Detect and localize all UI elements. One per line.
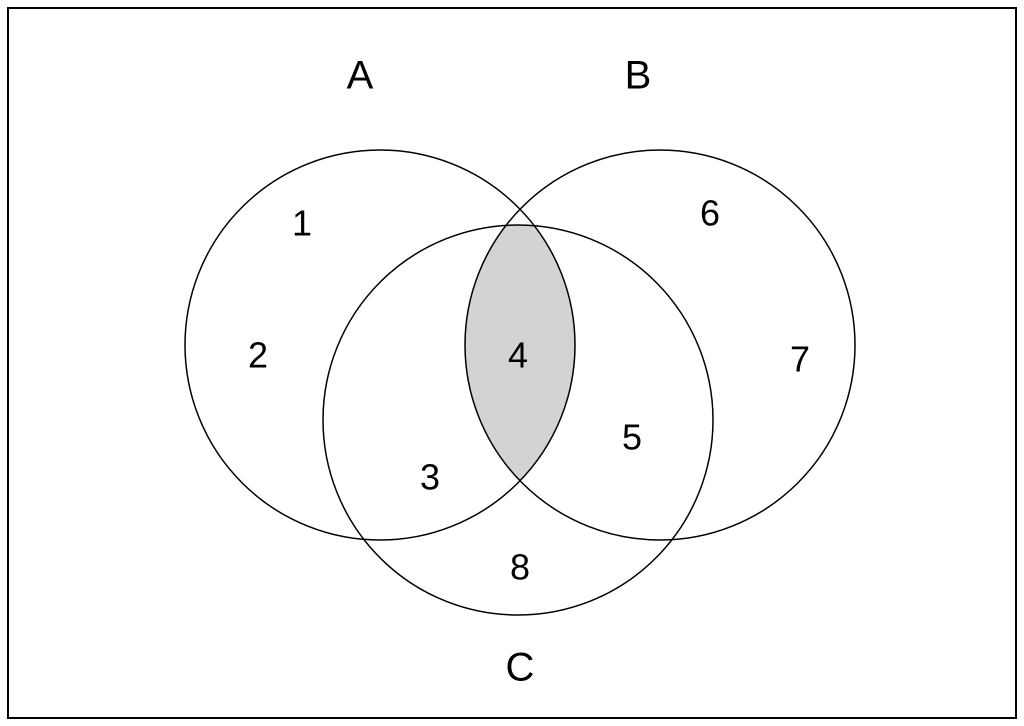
region-8: 8 xyxy=(510,547,530,588)
region-7: 7 xyxy=(790,339,810,380)
set-label-c: C xyxy=(506,646,535,690)
set-label-a: A xyxy=(347,54,374,98)
region-2: 2 xyxy=(248,335,268,376)
region-6: 6 xyxy=(700,193,720,234)
region-4: 4 xyxy=(508,335,528,376)
region-3: 3 xyxy=(420,457,440,498)
region-1: 1 xyxy=(292,203,312,244)
venn-diagram: A B C 1 2 3 4 5 6 7 8 xyxy=(0,0,1024,726)
region-5: 5 xyxy=(622,417,642,458)
set-label-b: B xyxy=(625,54,652,98)
